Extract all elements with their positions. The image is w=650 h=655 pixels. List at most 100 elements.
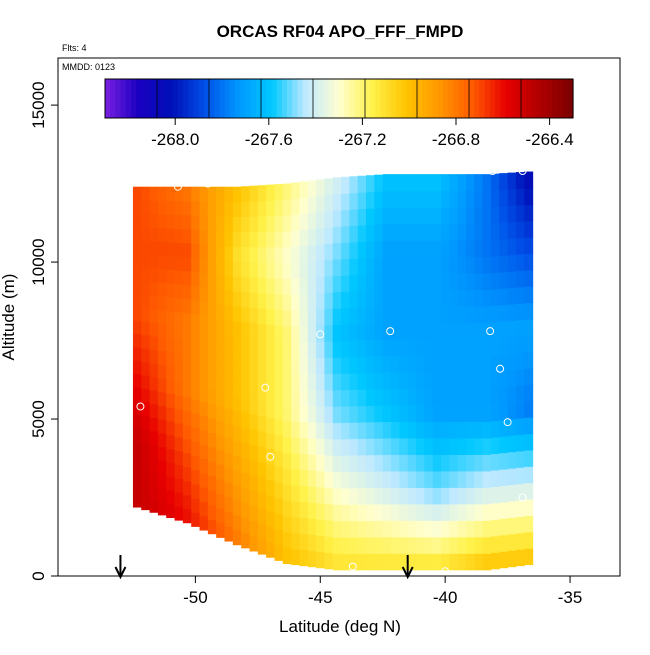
heatmap-cell bbox=[366, 372, 375, 390]
heatmap-cell bbox=[482, 454, 492, 472]
heatmap-cell bbox=[274, 340, 284, 358]
heatmap-cell bbox=[191, 356, 201, 372]
heatmap-cell bbox=[182, 270, 192, 286]
heatmap-cell bbox=[224, 319, 234, 335]
colorbar-segment bbox=[453, 79, 460, 118]
heatmap-cell bbox=[266, 370, 276, 388]
heatmap-cell bbox=[316, 308, 326, 326]
heatmap-cell bbox=[216, 259, 226, 275]
heatmap-cell bbox=[382, 536, 392, 554]
heatmap-cell bbox=[132, 466, 142, 481]
heatmap-cell bbox=[241, 246, 251, 263]
heatmap-cell bbox=[157, 419, 167, 434]
heatmap-cell bbox=[440, 388, 450, 406]
heatmap-cell bbox=[316, 486, 326, 504]
heatmap-cell bbox=[257, 492, 267, 509]
heatmap-cell bbox=[199, 401, 209, 417]
heatmap-cell bbox=[291, 262, 301, 279]
heatmap-cell bbox=[524, 384, 534, 402]
plot-frame bbox=[57, 57, 621, 577]
heatmap-cell bbox=[440, 404, 450, 422]
heatmap-cell bbox=[332, 406, 342, 424]
heatmap-cell bbox=[332, 373, 342, 391]
heatmap-cell bbox=[266, 246, 276, 263]
heatmap-cell bbox=[207, 345, 217, 361]
heatmap-cell bbox=[274, 231, 284, 248]
heatmap-cell bbox=[349, 176, 359, 194]
heatmap-cell bbox=[157, 405, 167, 420]
heatmap-cell bbox=[457, 470, 467, 488]
heatmap-cell bbox=[274, 309, 284, 326]
heatmap-cell bbox=[232, 410, 242, 426]
heatmap-cell bbox=[132, 440, 142, 455]
heatmap-cell bbox=[515, 204, 525, 222]
heatmap-cell bbox=[282, 452, 292, 470]
heatmap-cell bbox=[207, 331, 217, 347]
heatmap-cell bbox=[274, 246, 284, 264]
heatmap-cell bbox=[199, 243, 209, 259]
heatmap-cell bbox=[457, 487, 467, 505]
colorbar-segment bbox=[458, 79, 465, 118]
heatmap-cell bbox=[357, 454, 367, 472]
heatmap-cell bbox=[482, 388, 492, 406]
heatmap-cell bbox=[282, 341, 292, 359]
heatmap-cell bbox=[391, 355, 400, 373]
heatmap-cell bbox=[457, 503, 467, 521]
heatmap-cell bbox=[316, 211, 326, 229]
heatmap-cell bbox=[324, 243, 334, 261]
heatmap-cell bbox=[457, 256, 467, 274]
heatmap-cell bbox=[241, 336, 251, 353]
heatmap-cell bbox=[149, 240, 159, 256]
heatmap-cell bbox=[291, 357, 301, 375]
heatmap-cell bbox=[457, 553, 467, 571]
heatmap-cell bbox=[424, 437, 434, 455]
heatmap-cell bbox=[407, 190, 417, 208]
heatmap-cell bbox=[224, 275, 234, 291]
colorbar-segment bbox=[437, 79, 444, 118]
heatmap-cell bbox=[299, 309, 309, 327]
heatmap-cell bbox=[291, 453, 301, 470]
heatmap-cell bbox=[216, 405, 226, 422]
heatmap-cell bbox=[440, 470, 450, 488]
heatmap-cell bbox=[499, 485, 509, 503]
heatmap-cell bbox=[299, 229, 309, 247]
heatmap-cell bbox=[166, 338, 176, 353]
heatmap-cell bbox=[199, 501, 209, 517]
heatmap-cell bbox=[307, 212, 317, 230]
heatmap-cell bbox=[440, 454, 450, 472]
heatmap-cell bbox=[432, 421, 442, 439]
data-layer bbox=[132, 171, 534, 571]
heatmap-cell bbox=[407, 553, 417, 571]
heatmap-cell bbox=[474, 338, 484, 357]
heatmap-cell bbox=[507, 205, 517, 223]
heatmap-cell bbox=[490, 404, 500, 422]
heatmap-cell bbox=[232, 261, 242, 277]
heatmap-cell bbox=[482, 503, 492, 521]
heatmap-cell bbox=[499, 205, 509, 224]
heatmap-cell bbox=[199, 215, 209, 231]
heatmap-cell bbox=[465, 553, 475, 571]
heatmap-cell bbox=[357, 553, 367, 571]
heatmap-cell bbox=[249, 383, 259, 400]
heatmap-cell bbox=[241, 306, 251, 323]
heatmap-cell bbox=[224, 452, 234, 468]
heatmap-cell bbox=[507, 303, 517, 321]
heatmap-cell bbox=[440, 520, 450, 538]
heatmap-cell bbox=[515, 401, 525, 419]
heatmap-cell bbox=[257, 523, 267, 540]
heatmap-cell bbox=[191, 342, 201, 358]
colorbar-tick-label: -267.2 bbox=[338, 130, 386, 149]
heatmap-cell bbox=[416, 355, 425, 373]
heatmap-cell bbox=[174, 311, 184, 327]
heatmap-cell bbox=[191, 497, 201, 513]
heatmap-cell bbox=[474, 470, 484, 488]
heatmap-cell bbox=[524, 253, 534, 271]
heatmap-cell bbox=[366, 520, 375, 538]
heatmap-cell bbox=[515, 286, 525, 304]
heatmap-cell bbox=[349, 471, 359, 489]
heatmap-cell bbox=[182, 494, 192, 510]
heatmap-cell bbox=[490, 288, 500, 306]
heatmap-cell bbox=[166, 393, 176, 408]
heatmap-cell bbox=[199, 272, 209, 288]
colorbar-segment bbox=[541, 79, 548, 118]
